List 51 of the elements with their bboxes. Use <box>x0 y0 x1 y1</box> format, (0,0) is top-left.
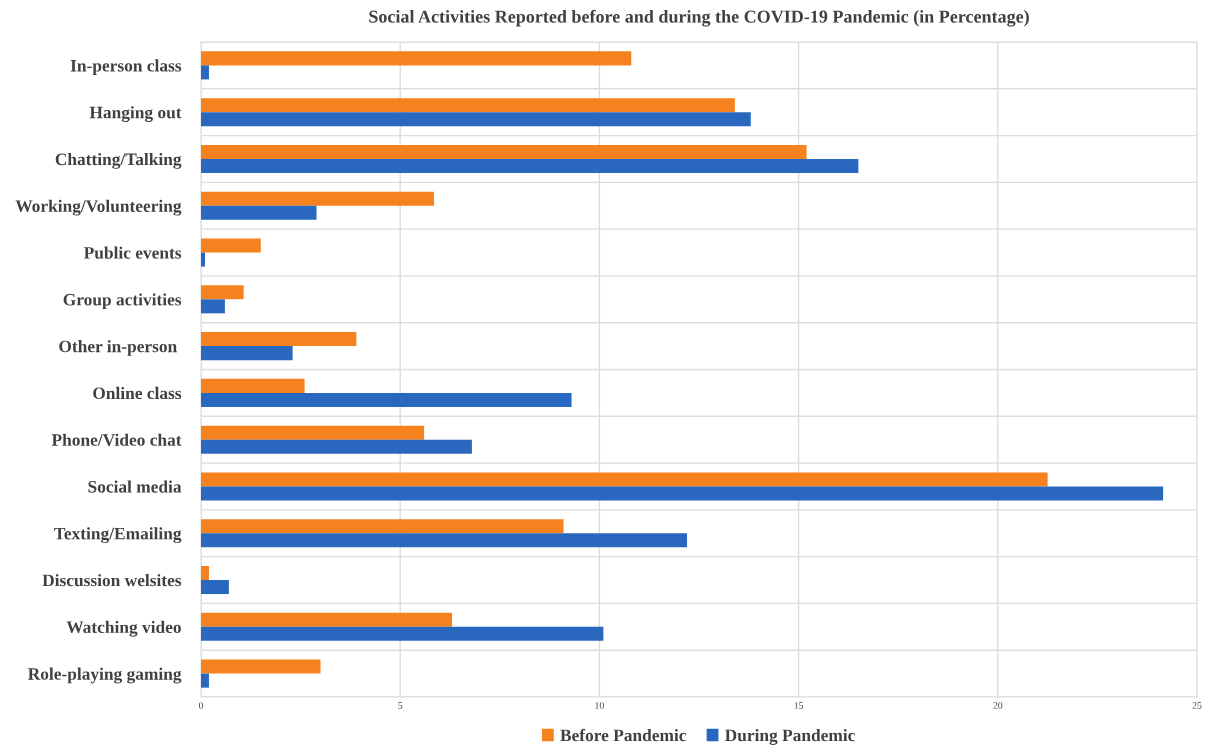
y-tick-label: Group activities <box>63 293 182 310</box>
y-tick-label: Phone/Video chat <box>51 433 182 446</box>
x-tick-label: 0 <box>198 702 204 709</box>
bar <box>201 65 209 80</box>
bar <box>201 144 807 159</box>
chart-title: Social Activities Reported before and during the COVID-19 Pandemic (in Percentage) <box>369 9 1029 27</box>
bar <box>201 566 209 581</box>
bar <box>201 392 572 407</box>
y-tick-label: Social media <box>88 480 182 493</box>
bar <box>201 158 859 173</box>
legend-label: During Pandemic <box>724 729 855 745</box>
bar <box>201 519 564 534</box>
y-tick-label: Discussion welsites <box>42 574 182 587</box>
bar <box>201 626 604 641</box>
bar <box>201 332 357 347</box>
bar <box>201 486 1164 501</box>
y-tick-label: Other in-person <box>59 340 177 356</box>
bar <box>201 98 735 113</box>
x-tick-label: 25 <box>1192 702 1202 709</box>
bar <box>201 51 632 66</box>
bar <box>201 112 751 127</box>
bar <box>201 378 305 393</box>
x-tick-label: 15 <box>794 702 804 709</box>
legend-label: Before Pandemic <box>560 728 687 742</box>
y-tick-label: Texting/Emailing <box>54 527 182 544</box>
y-tick-label: Working/Volunteering <box>15 199 182 216</box>
bar <box>201 299 225 314</box>
y-tick-label: In-person class <box>70 59 182 76</box>
y-tick-label: Chatting/Talking <box>55 152 182 169</box>
bar <box>201 580 229 595</box>
bar <box>201 612 452 627</box>
x-tick-label: 5 <box>398 702 403 709</box>
bar <box>201 673 209 688</box>
bar <box>201 472 1048 487</box>
bar <box>201 285 244 300</box>
y-tick-label: Watching video <box>66 620 181 637</box>
bar <box>201 191 435 206</box>
bar <box>201 252 205 267</box>
x-tick-label: 10 <box>595 702 604 709</box>
y-tick-label: Hanging out <box>89 106 182 123</box>
bar <box>201 439 472 454</box>
bar <box>201 425 425 440</box>
y-tick-label: Public events <box>83 246 182 259</box>
y-tick-label: Online class <box>93 386 182 400</box>
bar <box>201 659 321 674</box>
bar <box>201 533 688 548</box>
x-tick-label: 20 <box>993 702 1003 709</box>
bar <box>201 346 293 361</box>
bar <box>201 238 261 253</box>
y-tick-label: Role-playing gaming <box>28 667 182 684</box>
bar <box>201 205 317 220</box>
